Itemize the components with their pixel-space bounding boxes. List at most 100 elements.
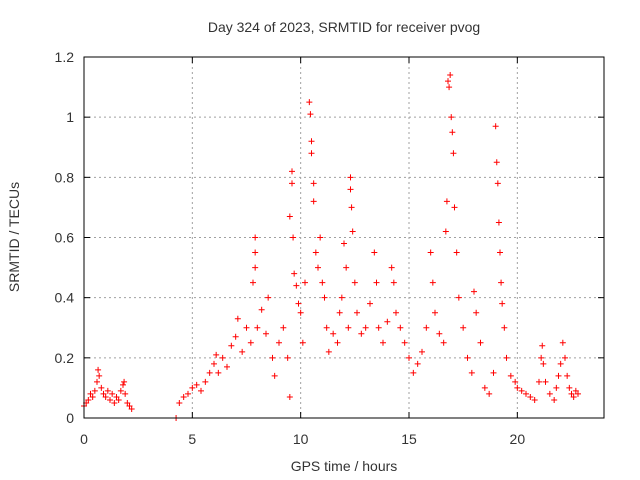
data-point xyxy=(464,354,471,361)
data-point xyxy=(410,369,417,376)
data-point xyxy=(557,360,564,367)
data-point xyxy=(390,279,397,286)
data-point xyxy=(523,390,529,397)
x-tick-label: 5 xyxy=(188,431,196,447)
data-point xyxy=(575,390,581,397)
chart-title: Day 324 of 2023, SRMTID for receiver pvo… xyxy=(208,19,480,35)
data-point xyxy=(347,186,354,193)
data-point xyxy=(527,393,534,400)
data-point xyxy=(291,270,298,277)
data-point xyxy=(345,324,352,331)
data-point xyxy=(384,318,391,325)
data-point xyxy=(319,279,326,286)
data-point xyxy=(494,180,501,187)
y-tick-label: 1.2 xyxy=(55,49,75,65)
data-point xyxy=(343,264,350,271)
data-point xyxy=(562,354,568,361)
data-point xyxy=(336,309,343,316)
data-point xyxy=(419,348,425,355)
data-point xyxy=(406,354,412,361)
data-point xyxy=(211,360,217,367)
data-point xyxy=(460,324,467,331)
grid-layer xyxy=(84,57,604,418)
data-point xyxy=(553,384,560,391)
data-point xyxy=(252,249,259,256)
data-point xyxy=(323,324,330,331)
data-point xyxy=(551,396,558,403)
data-point xyxy=(299,339,306,346)
y-tick-label: 0.8 xyxy=(55,169,75,185)
data-point xyxy=(471,288,477,295)
data-point xyxy=(495,219,502,226)
data-point xyxy=(180,393,187,400)
data-point xyxy=(107,396,113,403)
data-point xyxy=(559,339,566,346)
data-point xyxy=(499,300,506,307)
data-point xyxy=(538,354,545,361)
y-tick-label: 0.4 xyxy=(55,290,75,306)
data-point xyxy=(321,294,328,301)
data-point xyxy=(87,390,94,397)
data-point xyxy=(373,279,380,286)
data-point xyxy=(330,330,337,337)
data-point xyxy=(315,264,321,271)
data-point xyxy=(310,180,317,187)
data-point xyxy=(507,372,514,379)
data-point xyxy=(568,390,575,397)
data-point xyxy=(85,396,92,403)
data-point xyxy=(380,339,386,346)
data-point xyxy=(473,309,480,316)
data-point xyxy=(555,372,562,379)
data-point xyxy=(254,324,261,331)
data-point xyxy=(371,249,378,256)
data-point xyxy=(89,393,96,400)
data-point xyxy=(388,264,395,271)
data-point xyxy=(297,309,304,316)
x-axis-label: GPS time / hours xyxy=(291,458,398,474)
data-point xyxy=(91,387,98,394)
data-point xyxy=(215,369,222,376)
data-point xyxy=(341,240,347,247)
data-point xyxy=(429,279,436,286)
data-point xyxy=(423,324,430,331)
data-point xyxy=(312,249,319,256)
data-point xyxy=(102,393,109,400)
data-point xyxy=(367,300,373,307)
data-point xyxy=(243,324,250,331)
data-point xyxy=(189,384,196,391)
data-point xyxy=(486,390,493,397)
data-point xyxy=(570,393,577,400)
data-point xyxy=(206,369,213,376)
data-point xyxy=(414,360,421,367)
x-tick-label: 20 xyxy=(510,431,526,447)
data-point xyxy=(128,405,135,412)
data-point xyxy=(104,387,111,394)
data-point xyxy=(252,264,259,271)
data-point xyxy=(94,378,100,385)
data-point xyxy=(224,363,230,370)
data-point xyxy=(269,354,276,361)
data-point xyxy=(258,306,265,313)
data-point xyxy=(290,234,297,241)
data-point xyxy=(120,381,126,388)
data-point xyxy=(263,330,269,337)
data-point xyxy=(293,282,300,289)
data-point xyxy=(124,399,131,406)
data-point xyxy=(397,324,404,331)
data-point xyxy=(98,384,105,391)
data-point xyxy=(185,390,191,397)
data-point xyxy=(572,387,579,394)
data-point xyxy=(450,150,457,157)
data-point xyxy=(492,123,499,130)
data-point xyxy=(436,330,443,337)
data-point xyxy=(250,279,256,286)
data-point xyxy=(247,339,254,346)
data-point xyxy=(289,168,295,175)
data-point xyxy=(542,378,549,385)
data-point xyxy=(351,279,358,286)
data-point xyxy=(453,249,460,256)
x-tick-label: 0 xyxy=(80,431,88,447)
data-point xyxy=(252,234,259,241)
data-point xyxy=(302,279,308,286)
data-point xyxy=(234,315,241,322)
